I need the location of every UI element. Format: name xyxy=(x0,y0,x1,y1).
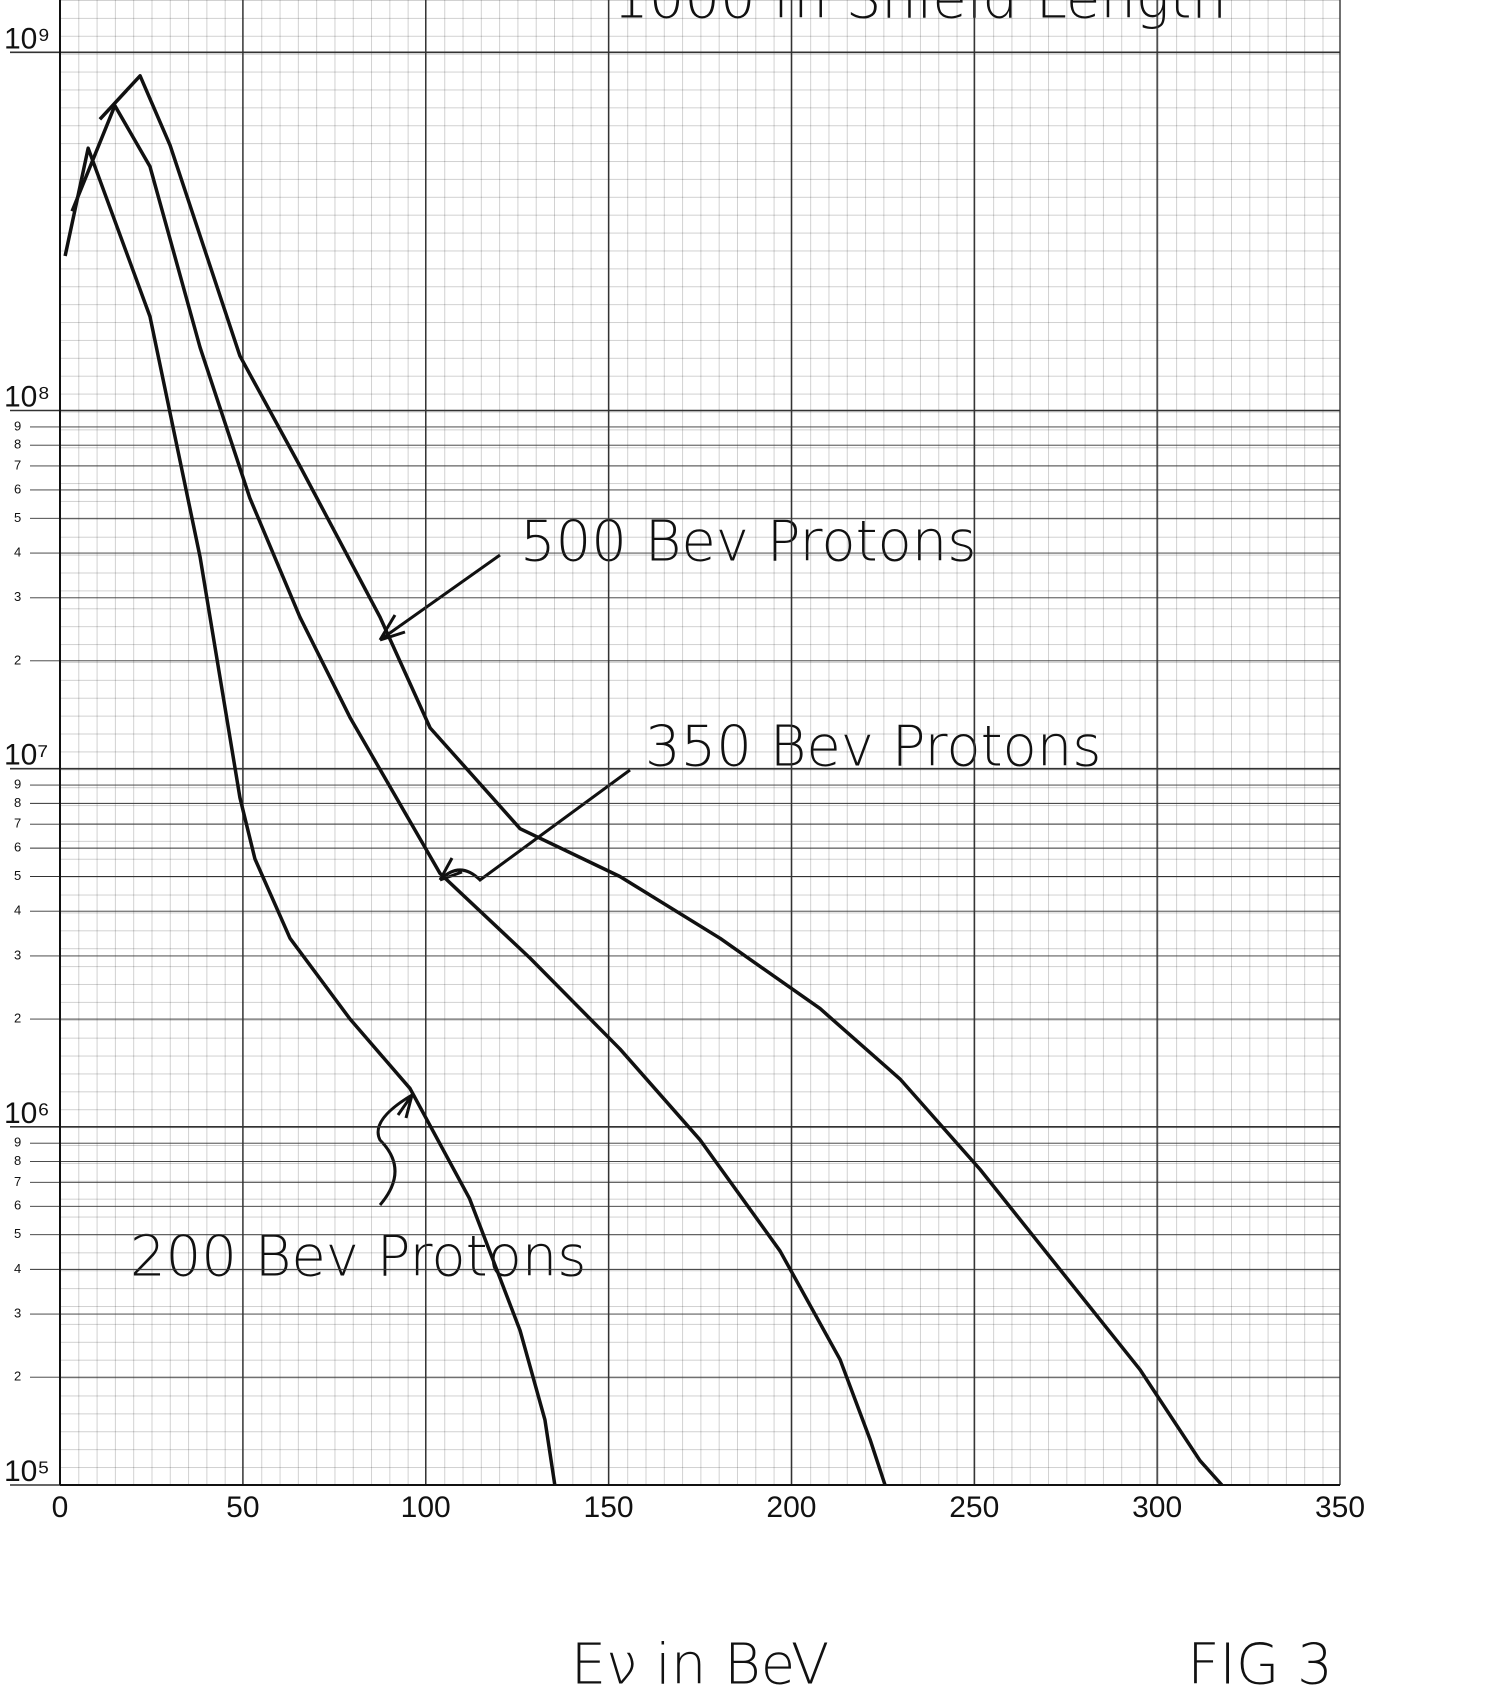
y-tick-label: 9 xyxy=(14,1135,21,1150)
y-tick-label: 6 xyxy=(14,1198,21,1213)
y-tick-label: 3 xyxy=(14,947,21,962)
figure-label: FIG 3 xyxy=(1187,1632,1333,1697)
x-tick-label: 0 xyxy=(52,1491,69,1524)
x-tick-label: 300 xyxy=(1132,1491,1182,1524)
y-tick-label: 10⁷ xyxy=(4,739,48,772)
y-tick-label: 10⁶ xyxy=(4,1097,50,1130)
annotation: 200 Bev Protons xyxy=(130,1224,586,1289)
y-tick-label: 7 xyxy=(14,457,21,472)
y-tick-label: 5 xyxy=(14,510,21,525)
y-tick-label: 10⁸ xyxy=(4,380,50,413)
annotation: 500 Bev Protons xyxy=(520,509,976,574)
y-tick-label: 6 xyxy=(14,840,21,855)
y-tick-label: 8 xyxy=(14,795,21,810)
chart-title: 1000 m Shield Length xyxy=(613,0,1227,31)
x-tick-label: 200 xyxy=(766,1491,816,1524)
y-tick-label: 4 xyxy=(14,544,21,559)
y-tick-label: 3 xyxy=(14,589,21,604)
y-tick-label: 4 xyxy=(14,1261,21,1276)
x-tick-label: 250 xyxy=(949,1491,999,1524)
x-tick-label: 50 xyxy=(226,1491,259,1524)
x-tick-label: 150 xyxy=(584,1491,634,1524)
x-axis-label: Eν in BeV xyxy=(571,1632,829,1697)
y-tick-label: 2 xyxy=(14,1369,21,1384)
y-tick-label: 7 xyxy=(14,1174,21,1189)
y-tick-label: 3 xyxy=(14,1306,21,1321)
arrow xyxy=(440,770,630,880)
annotation: 350 Bev Protons xyxy=(645,714,1101,779)
y-tick-label: 2 xyxy=(14,1010,21,1025)
y-tick-label: 9 xyxy=(14,418,21,433)
y-tick-label: 6 xyxy=(14,481,21,496)
y-tick-label: 10⁹ xyxy=(4,22,50,55)
y-tick-label: 5 xyxy=(14,868,21,883)
y-tick-label: 5 xyxy=(14,1226,21,1241)
y-tick-label: 7 xyxy=(14,816,21,831)
y-tick-label: 8 xyxy=(14,437,21,452)
y-tick-label: 9 xyxy=(14,776,21,791)
y-tick-label: 8 xyxy=(14,1153,21,1168)
y-tick-label: 4 xyxy=(14,903,21,918)
chart: 1000 m Shield Length 500 Bev Protons 350… xyxy=(0,0,1496,1703)
y-tick-label: 2 xyxy=(14,652,21,667)
page: {"chart_data": {"type": "line", "title":… xyxy=(0,0,1496,1703)
x-tick-label: 350 xyxy=(1315,1491,1365,1524)
x-tick-label: 100 xyxy=(401,1491,451,1524)
y-tick-label: 10⁵ xyxy=(4,1455,50,1488)
arrow xyxy=(378,1095,412,1205)
